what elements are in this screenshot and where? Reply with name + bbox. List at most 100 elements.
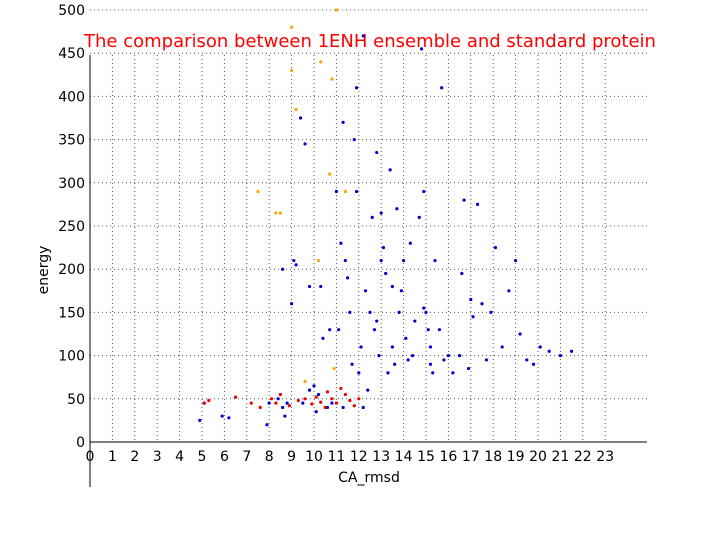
scatter-point bbox=[471, 315, 474, 318]
x-tick-label: 10 bbox=[305, 449, 323, 465]
y-tick-label: 50 bbox=[67, 392, 85, 408]
scatter-point bbox=[375, 151, 378, 154]
scatter-point bbox=[279, 393, 282, 396]
x-tick-label: 5 bbox=[198, 449, 207, 465]
x-tick-label: 22 bbox=[574, 449, 592, 465]
scatter-point bbox=[234, 395, 237, 398]
scatter-point bbox=[355, 190, 358, 193]
scatter-point bbox=[525, 358, 528, 361]
x-tick-label: 0 bbox=[86, 449, 95, 465]
scatter-point bbox=[427, 328, 430, 331]
scatter-point bbox=[467, 367, 470, 370]
scatter-point bbox=[424, 311, 427, 314]
scatter-point bbox=[400, 289, 403, 292]
scatter-point bbox=[286, 402, 289, 405]
scatter-point bbox=[315, 410, 318, 413]
scatter-point bbox=[346, 276, 349, 279]
y-tick-label: 150 bbox=[58, 305, 85, 321]
scatter-point bbox=[386, 371, 389, 374]
scatter-point bbox=[290, 69, 293, 72]
scatter-point bbox=[539, 345, 542, 348]
scatter-point bbox=[476, 203, 479, 206]
scatter-point bbox=[259, 406, 262, 409]
scatter-point bbox=[221, 414, 224, 417]
scatter-point bbox=[402, 259, 405, 262]
scatter-point bbox=[507, 289, 510, 292]
scatter-point bbox=[440, 86, 443, 89]
scatter-point bbox=[518, 332, 521, 335]
scatter-point bbox=[391, 345, 394, 348]
scatter-point bbox=[328, 328, 331, 331]
x-tick-label: 11 bbox=[327, 449, 345, 465]
x-tick-label: 8 bbox=[265, 449, 274, 465]
y-tick-label: 100 bbox=[58, 349, 85, 365]
scatter-point bbox=[330, 397, 333, 400]
scatter-point bbox=[312, 384, 315, 387]
scatter-point bbox=[281, 406, 284, 409]
scatter-point bbox=[373, 328, 376, 331]
scatter-point bbox=[429, 345, 432, 348]
y-tick-label: 350 bbox=[58, 133, 85, 149]
scatter-point bbox=[460, 272, 463, 275]
scatter-point bbox=[409, 242, 412, 245]
scatter-point bbox=[299, 116, 302, 119]
scatter-point bbox=[406, 358, 409, 361]
scatter-point bbox=[353, 138, 356, 141]
scatter-point bbox=[382, 246, 385, 249]
scatter-point bbox=[321, 337, 324, 340]
scatter-point bbox=[303, 397, 306, 400]
x-tick-label: 19 bbox=[507, 449, 525, 465]
scatter-point bbox=[265, 423, 268, 426]
scatter-point bbox=[335, 8, 338, 11]
scatter-point bbox=[292, 259, 295, 262]
scatter-point bbox=[389, 168, 392, 171]
scatter-point bbox=[458, 354, 461, 357]
scatter-point bbox=[274, 211, 277, 214]
scatter-point bbox=[501, 345, 504, 348]
scatter-point bbox=[250, 402, 253, 405]
x-tick-label: 3 bbox=[153, 449, 162, 465]
scatter-point bbox=[362, 406, 365, 409]
x-tick-label: 14 bbox=[395, 449, 413, 465]
scatter-point bbox=[344, 393, 347, 396]
scatter-point bbox=[371, 216, 374, 219]
scatter-point bbox=[355, 86, 358, 89]
x-tick-label: 7 bbox=[242, 449, 251, 465]
scatter-point bbox=[268, 402, 271, 405]
scatter-point bbox=[404, 337, 407, 340]
y-tick-label: 250 bbox=[58, 219, 85, 235]
scatter-point bbox=[330, 78, 333, 81]
scatter-point bbox=[203, 402, 206, 405]
scatter-point bbox=[570, 350, 573, 353]
scatter-point bbox=[308, 285, 311, 288]
scatter-point bbox=[339, 242, 342, 245]
scatter-point bbox=[413, 319, 416, 322]
scatter-point bbox=[422, 306, 425, 309]
scatter-point bbox=[362, 34, 365, 37]
scatter-point bbox=[328, 173, 331, 176]
scatter-point bbox=[337, 328, 340, 331]
scatter-point bbox=[279, 211, 282, 214]
scatter-point bbox=[380, 259, 383, 262]
scatter-point bbox=[391, 285, 394, 288]
scatter-point bbox=[384, 272, 387, 275]
scatter-point bbox=[315, 395, 318, 398]
scatter-point bbox=[357, 397, 360, 400]
scatter-point bbox=[317, 393, 320, 396]
scatter-point bbox=[256, 190, 259, 193]
x-tick-label: 16 bbox=[439, 449, 457, 465]
y-tick-label: 500 bbox=[58, 3, 85, 19]
scatter-point bbox=[348, 399, 351, 402]
scatter-point bbox=[393, 363, 396, 366]
scatter-point bbox=[317, 259, 320, 262]
scatter-point bbox=[380, 211, 383, 214]
scatter-point bbox=[270, 397, 273, 400]
scatter-point bbox=[344, 190, 347, 193]
scatter-point bbox=[344, 259, 347, 262]
x-tick-label: 18 bbox=[484, 449, 502, 465]
scatter-point bbox=[398, 311, 401, 314]
scatter-point bbox=[330, 402, 333, 405]
axes bbox=[90, 55, 647, 487]
scatter-point bbox=[442, 358, 445, 361]
x-tick-label: 15 bbox=[417, 449, 435, 465]
